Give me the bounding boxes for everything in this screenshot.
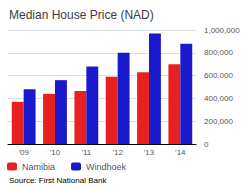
svg-text:Source: First National Bank: Source: First National Bank: [9, 176, 107, 185]
svg-text:Windhoek: Windhoek: [86, 162, 127, 172]
svg-text:200,000: 200,000: [204, 117, 233, 126]
svg-text:'13: '13: [144, 148, 155, 157]
svg-text:800,000: 800,000: [204, 48, 233, 57]
svg-text:Median House Price (NAD): Median House Price (NAD): [9, 8, 154, 22]
svg-text:0: 0: [204, 140, 209, 149]
svg-text:'12: '12: [112, 148, 123, 157]
svg-text:'14: '14: [175, 148, 186, 157]
svg-text:Namibia: Namibia: [22, 162, 55, 172]
svg-text:1,000,000: 1,000,000: [204, 26, 240, 35]
svg-text:400,000: 400,000: [204, 94, 233, 103]
svg-text:'10: '10: [50, 148, 61, 157]
svg-text:600,000: 600,000: [204, 71, 233, 80]
svg-text:'09: '09: [18, 148, 29, 157]
svg-text:'11: '11: [81, 148, 91, 157]
